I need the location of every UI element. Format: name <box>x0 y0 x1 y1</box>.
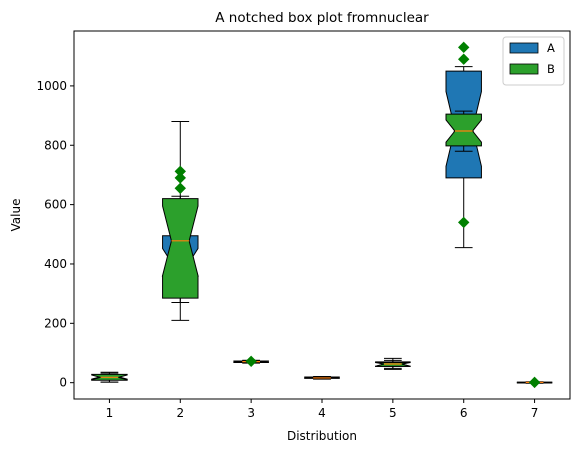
y-tick-label-0: 0 <box>59 376 67 390</box>
legend: A B <box>502 36 565 86</box>
flier-b-2-1 <box>174 172 186 184</box>
y-tick-label-800: 800 <box>44 138 67 152</box>
box-b-6 <box>445 41 482 229</box>
flier-b-6-0 <box>458 216 470 229</box>
flier-b-3-0 <box>245 355 257 368</box>
box-b-4 <box>304 376 340 380</box>
box-b-5 <box>375 359 411 369</box>
flier-b-2-2 <box>174 165 186 178</box>
y-tick-label-600: 600 <box>44 198 67 212</box>
legend-swatch-a <box>509 42 539 54</box>
box-b-1 <box>91 371 128 383</box>
x-tick-label-3: 3 <box>247 406 255 420</box>
flier-b-6-2 <box>458 41 470 54</box>
x-tick-label-5: 5 <box>389 406 397 420</box>
box-body-b-2 <box>162 198 199 299</box>
flier-b-6-1 <box>458 53 470 65</box>
box-b-3 <box>233 355 269 368</box>
y-tick-label-400: 400 <box>44 257 67 271</box>
y-axis: 0 200 400 600 800 1000 <box>36 79 74 390</box>
y-tick-label-1000: 1000 <box>36 79 67 93</box>
chart-title: A notched box plot fromnuclear <box>215 10 429 26</box>
box-b-2 <box>162 165 199 321</box>
plot-marks <box>91 41 553 389</box>
x-tick-label-2: 2 <box>176 406 184 420</box>
flier-b-7-0 <box>528 376 541 389</box>
x-axis-label: Distribution <box>287 429 357 443</box>
x-tick-label-7: 7 <box>531 406 539 420</box>
legend-label-a: A <box>547 41 555 55</box>
x-axis: 1 2 3 4 5 6 7 <box>106 399 539 420</box>
legend-label-b: B <box>547 62 555 76</box>
legend-swatch-b <box>509 63 539 75</box>
flier-b-2-0 <box>174 182 186 194</box>
y-axis-label: Value <box>9 199 23 232</box>
y-tick-label-200: 200 <box>44 316 67 330</box>
x-tick-label-1: 1 <box>106 406 114 420</box>
x-tick-label-6: 6 <box>460 406 468 420</box>
plot-area-frame <box>73 30 571 400</box>
box-b-7 <box>516 376 553 389</box>
x-tick-label-4: 4 <box>318 406 326 420</box>
box-body-b-6 <box>445 113 482 147</box>
